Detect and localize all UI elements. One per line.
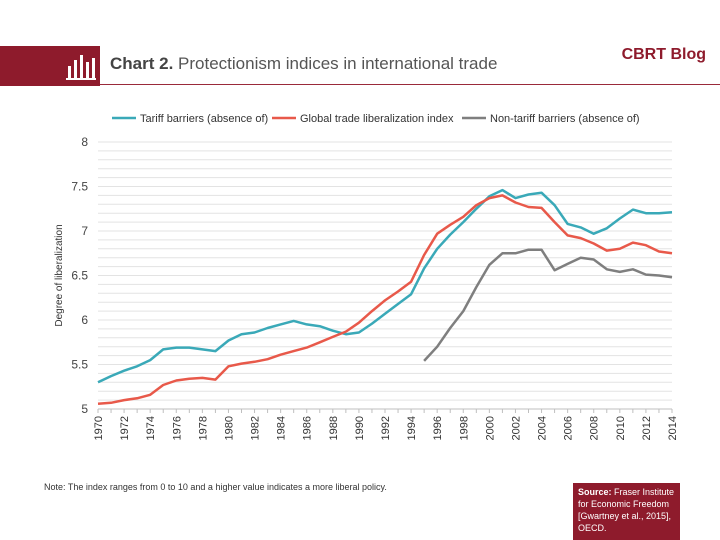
x-tick-label: 2006 xyxy=(563,416,575,440)
legend-label: Non-tariff barriers (absence of) xyxy=(490,113,640,125)
x-tick-label: 1986 xyxy=(302,416,314,440)
x-tick-label: 1980 xyxy=(223,416,235,440)
y-tick-label: 6 xyxy=(81,313,88,327)
bar-chart-logo-icon xyxy=(66,55,96,80)
y-axis-label: Degree of liberalization xyxy=(54,224,65,326)
x-tick-label: 1972 xyxy=(119,416,131,440)
x-tick-label: 1996 xyxy=(432,416,444,440)
x-tick-label: 2014 xyxy=(667,416,679,440)
x-tick-label: 1970 xyxy=(93,416,105,440)
x-tick-label: 1992 xyxy=(380,416,392,440)
page-title: Chart 2. Protectionism indices in intern… xyxy=(110,54,497,74)
x-tick-label: 1988 xyxy=(328,416,340,440)
x-tick-label: 1994 xyxy=(406,416,418,440)
source-text: Fraser Institute for Economic Freedom [G… xyxy=(578,487,675,533)
x-tick-label: 1976 xyxy=(171,416,183,440)
x-tick-label: 1990 xyxy=(354,416,366,440)
line-chart: 5 5.5 6 6.5 7 7.5 8 1970 1972 1974 1976 1978 1980 198… xyxy=(54,113,679,440)
x-tick-label: 2012 xyxy=(641,416,653,440)
x-tick-label: 1978 xyxy=(197,416,209,440)
y-tick-label: 6.5 xyxy=(71,269,88,283)
y-tick-label: 7.5 xyxy=(71,180,88,194)
legend-label: Global trade liberalization index xyxy=(300,113,454,125)
x-tick-label: 2002 xyxy=(510,416,522,440)
header-divider xyxy=(100,84,720,85)
x-tick-label: 1974 xyxy=(145,416,157,440)
y-tick-label: 5.5 xyxy=(71,358,88,372)
x-tick-label: 2010 xyxy=(615,416,627,440)
series-line xyxy=(97,188,673,384)
title-chart-number: Chart 2. xyxy=(110,54,174,73)
x-tick-label: 2000 xyxy=(484,416,496,440)
source-label: Source: xyxy=(578,487,612,497)
series-line xyxy=(423,248,673,362)
series-line xyxy=(97,194,673,405)
y-tick-label: 8 xyxy=(81,135,88,149)
x-tick-label: 2004 xyxy=(537,416,549,440)
chart-note: Note: The index ranges from 0 to 10 and … xyxy=(44,482,387,492)
blog-label: CBRT Blog xyxy=(621,46,706,63)
source-box: Source: Fraser Institute for Economic Fr… xyxy=(573,483,680,540)
legend-label: Tariff barriers (absence of) xyxy=(140,113,268,125)
x-tick-label: 1984 xyxy=(276,416,288,440)
x-tick-label: 1982 xyxy=(250,416,262,440)
x-tick-label: 2008 xyxy=(589,416,601,440)
title-text: Protectionism indices in international t… xyxy=(178,54,498,73)
x-tick-label: 1998 xyxy=(458,416,470,440)
y-tick-label: 7 xyxy=(81,224,88,238)
y-tick-label: 5 xyxy=(81,402,88,416)
